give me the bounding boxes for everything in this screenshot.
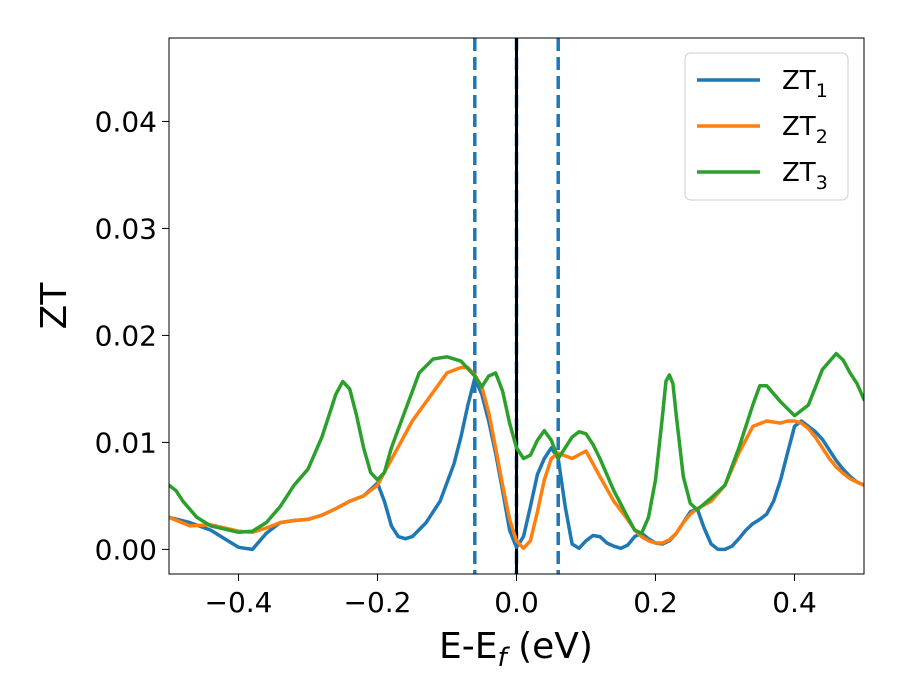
x-axis-label: E-Ef (eV) (439, 626, 593, 673)
series-line-2 (169, 365, 864, 551)
legend-label-subscript: 1 (816, 80, 828, 102)
series-line-3 (169, 351, 864, 536)
x-axis-label-main: E-E (439, 626, 497, 667)
legend-label-2: ZT2 (782, 112, 828, 148)
reference-lines (473, 38, 560, 574)
legend-label-main: ZT (782, 66, 816, 96)
x-tick-label: −0.4 (205, 586, 273, 619)
x-tick-label: 0.4 (772, 586, 817, 619)
legend-label-3: ZT3 (782, 158, 828, 194)
legend-box (684, 52, 849, 201)
y-tick-label: 0.02 (95, 319, 157, 352)
x-tick-label: 0.0 (494, 586, 539, 619)
legend-label-subscript: 2 (816, 126, 828, 148)
x-tick-label: −0.2 (344, 586, 412, 619)
x-axis-ticks: −0.4 −0.2 0.0 0.2 0.4 (205, 574, 817, 619)
y-axis-ticks: 0.00 0.01 0.02 0.03 0.04 (95, 105, 169, 566)
legend-label-main: ZT (782, 158, 816, 188)
y-tick-label: 0.01 (95, 426, 157, 459)
legend-label-subscript: 3 (816, 172, 828, 194)
legend-label-1: ZT1 (782, 66, 828, 102)
legend-label-main: ZT (782, 112, 816, 142)
x-axis-label-unit: (eV) (507, 626, 593, 667)
y-tick-label: 0.00 (95, 533, 157, 566)
series-lines (169, 351, 864, 552)
y-tick-label: 0.04 (95, 105, 157, 138)
y-tick-label: 0.03 (95, 212, 157, 245)
x-tick-label: 0.2 (633, 586, 678, 619)
y-axis-label: ZT (34, 282, 75, 330)
